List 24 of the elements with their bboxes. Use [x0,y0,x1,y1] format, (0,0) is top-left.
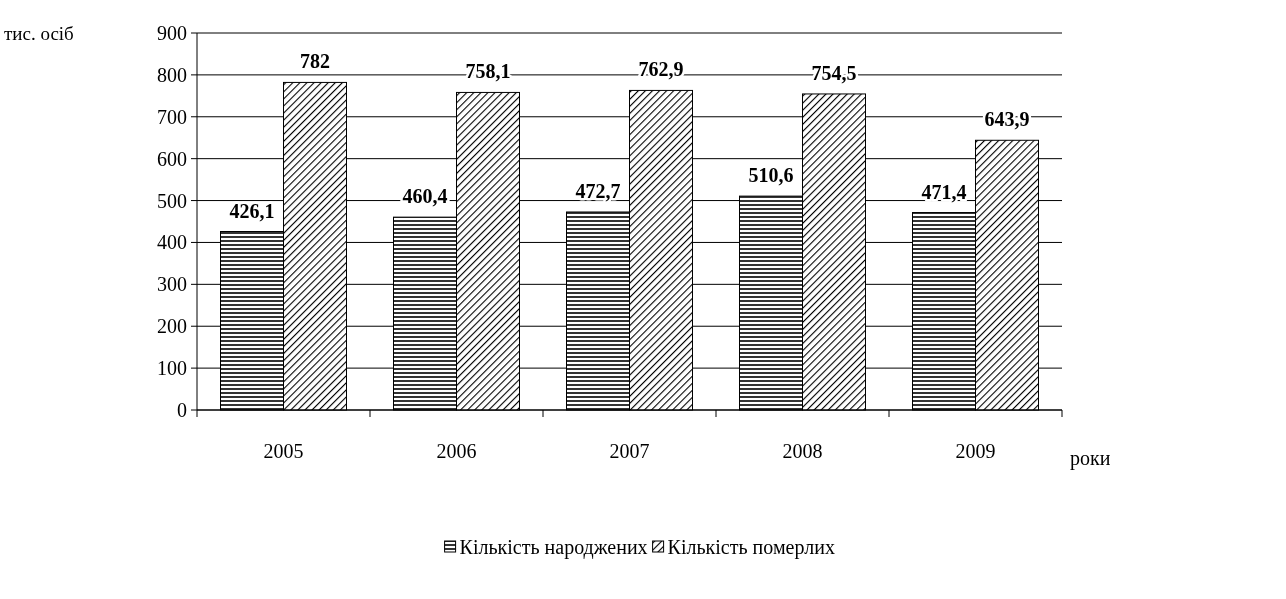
data-label: 426,1 [229,199,275,222]
legend-label: Кількість народжених [459,536,648,559]
y-tick-label: 200 [157,315,187,338]
x-axis-title: роки [1070,447,1111,470]
x-tick-label: 2009 [955,440,996,462]
x-tick-label: 2007 [609,440,650,462]
y-tick-label: 100 [157,357,187,380]
y-tick-label: 900 [157,22,187,44]
data-label: 782 [300,50,330,73]
y-tick-label: 0 [177,399,187,421]
x-tick-label: 2006 [436,440,477,462]
data-label: 471,4 [921,180,967,203]
y-axis-title: тис. осіб [4,22,74,44]
legend-label: Кількість померлих [667,536,835,559]
y-tick-label: 400 [157,231,187,254]
x-tick-label: 2005 [263,440,304,462]
data-label: 472,7 [575,179,621,202]
x-tick-label: 2008 [782,440,823,462]
y-tick-label: 600 [157,147,187,170]
y-tick-label: 800 [157,63,187,86]
y-tick-label: 300 [157,273,187,296]
y-tick-label: 500 [157,189,187,212]
y-tick-label: 700 [157,105,187,128]
data-label: 510,6 [748,164,794,187]
